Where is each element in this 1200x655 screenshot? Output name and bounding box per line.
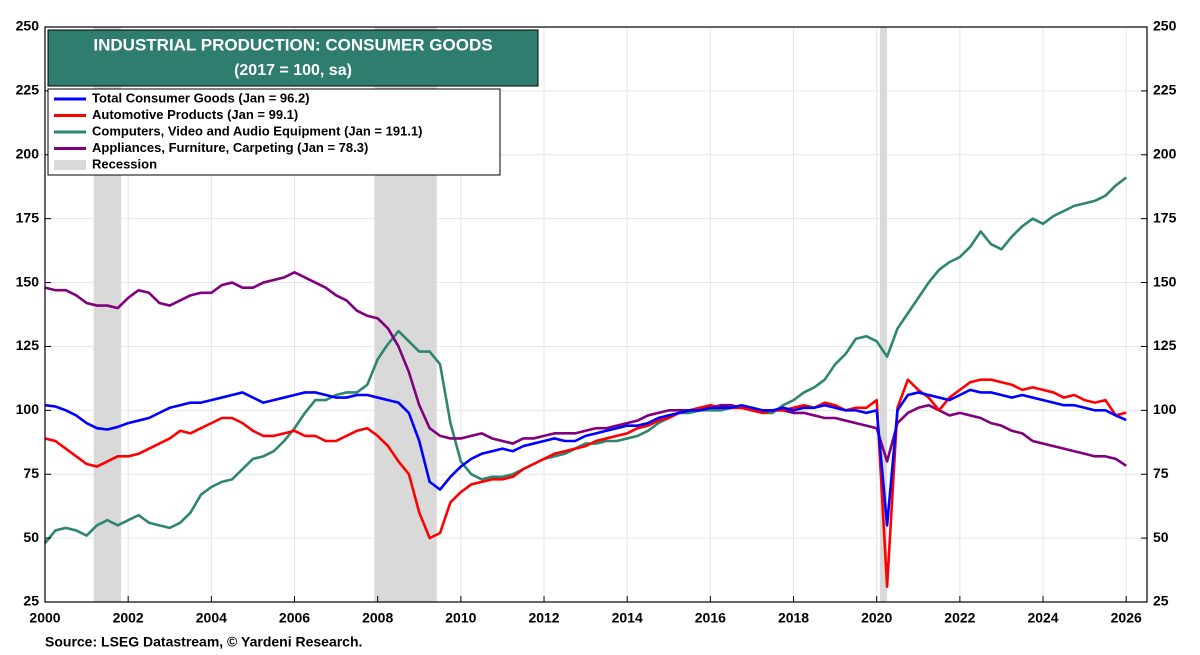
x-tick-label: 2012 — [528, 610, 559, 626]
x-tick-label: 2024 — [1027, 610, 1058, 626]
y-tick-label: 200 — [16, 145, 40, 161]
ticks: 25 50 75 100 125 150 175 200 225 250 25 50 75 100 125 1… — [16, 18, 1177, 626]
y2-tick-label: 150 — [1153, 273, 1177, 289]
source-note: Source: LSEG Datastream, © Yardeni Resea… — [45, 634, 362, 650]
x-tick-label: 2022 — [944, 610, 975, 626]
y-tick-label: 225 — [16, 82, 40, 98]
x-tick-label: 2016 — [695, 610, 726, 626]
chart-subtitle: (2017 = 100, sa) — [234, 62, 352, 79]
y2-tick-label: 75 — [1153, 465, 1169, 481]
y2-tick-label: 225 — [1153, 82, 1177, 98]
legend-label: Appliances, Furniture, Carpeting (Jan = … — [92, 140, 368, 155]
y2-tick-label: 25 — [1153, 593, 1169, 609]
x-tick-label: 2020 — [861, 610, 892, 626]
legend-box — [47, 88, 501, 176]
y2-tick-label: 250 — [1153, 18, 1177, 34]
y-tick-label: 250 — [16, 18, 40, 34]
legend-label: Recession — [92, 156, 157, 171]
x-tick-label: 2008 — [362, 610, 393, 626]
x-tick-label: 2002 — [113, 610, 144, 626]
series-line — [43, 176, 1127, 545]
x-tick-label: 2014 — [612, 610, 643, 626]
title-box — [47, 29, 539, 87]
x-tick-label: 2026 — [1111, 610, 1142, 626]
legend-label: Computers, Video and Audio Equipment (Ja… — [92, 123, 422, 138]
x-tick-label: 2000 — [29, 610, 60, 626]
series-line — [44, 378, 1127, 588]
series-line — [44, 271, 1127, 467]
x-tick-label: 2004 — [196, 610, 227, 626]
legend-label: Total Consumer Goods (Jan = 96.2) — [92, 90, 310, 105]
x-tick-label: 2010 — [445, 610, 476, 626]
y2-tick-label: 100 — [1153, 401, 1177, 417]
recession-band — [880, 27, 888, 602]
y2-tick-label: 175 — [1153, 209, 1177, 225]
series-line — [44, 388, 1127, 527]
legend-swatch — [54, 160, 86, 170]
y-tick-label: 75 — [23, 465, 39, 481]
y-tick-label: 175 — [16, 209, 40, 225]
plot-frame — [44, 26, 1148, 603]
y2-tick-label: 50 — [1153, 529, 1169, 545]
y-tick-label: 25 — [23, 593, 39, 609]
legend-label: Automotive Products (Jan = 99.1) — [92, 107, 298, 122]
y2-tick-label: 200 — [1153, 145, 1177, 161]
y-tick-label: 150 — [16, 273, 40, 289]
y-tick-label: 50 — [23, 529, 39, 545]
x-tick-label: 2018 — [778, 610, 809, 626]
chart-title: INDUSTRIAL PRODUCTION: CONSUMER GOODS — [93, 35, 492, 54]
y-tick-label: 100 — [16, 401, 40, 417]
y2-tick-label: 125 — [1153, 337, 1177, 353]
y-tick-label: 125 — [16, 337, 40, 353]
lines — [43, 176, 1127, 588]
x-tick-label: 2006 — [279, 610, 310, 626]
legend: Total Consumer Goods (Jan = 96.2) Automot… — [54, 90, 422, 171]
